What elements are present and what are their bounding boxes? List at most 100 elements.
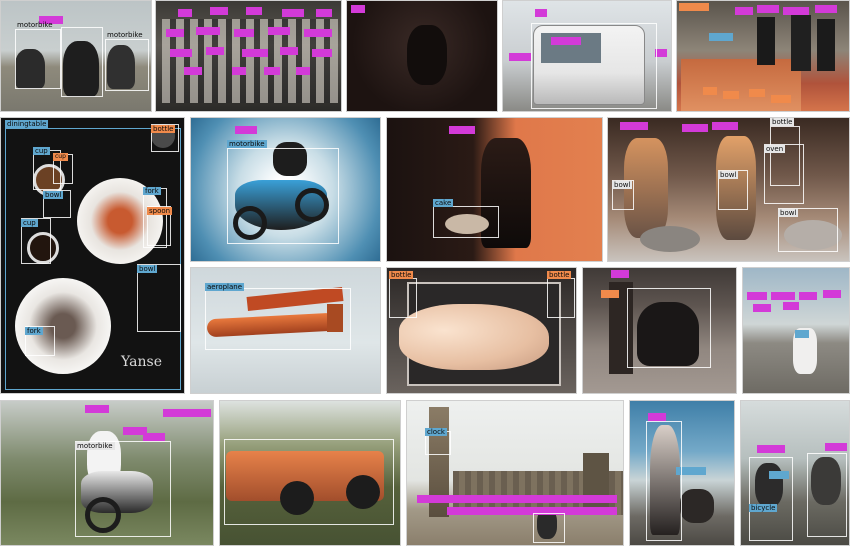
photo-tile-cyclists: bicycle: [740, 400, 850, 546]
cat-shape: [399, 304, 549, 370]
photo-tile-dark-room: [346, 0, 498, 112]
photo-tile-kitchen-group: bottle oven bowl bowl bowl: [607, 117, 850, 262]
detection-box: cake: [433, 199, 499, 238]
watermark-text: Yanse: [121, 354, 162, 370]
detection-label: bowl: [612, 181, 633, 189]
person-shape: [407, 25, 447, 85]
photo-tile-dining-table: diningtable bottle cup cup bowl cup fork…: [0, 117, 185, 394]
detection-box: cup: [33, 147, 61, 190]
detection-box: [646, 421, 682, 541]
detection-box: motorbike: [15, 21, 61, 89]
airplane-tail-shape: [327, 304, 343, 332]
photo-tile-big-ben: clock: [406, 400, 624, 546]
detection-box: [531, 23, 657, 109]
detection-box: oven: [764, 144, 804, 204]
detection-box: bicycle: [749, 457, 793, 541]
detection-box: fork: [143, 187, 167, 248]
detection-box: cup: [21, 218, 51, 264]
detection-label: bottle: [770, 118, 795, 126]
bowl-shape: [640, 226, 700, 252]
label-marker: [39, 16, 63, 24]
detection-box: bottle: [389, 271, 417, 318]
motorbike-shape: [63, 41, 99, 97]
wheel-shape: [85, 497, 121, 533]
detection-label: bowl: [43, 191, 64, 199]
photo-tile-dog-walker: [629, 400, 735, 546]
cyclist-shape: [537, 509, 557, 539]
detection-label: bowl: [718, 171, 739, 179]
detection-label: aeroplane: [205, 283, 245, 291]
photo-tile-market: [676, 0, 850, 112]
wheel-shape: [280, 481, 314, 515]
detection-label: spoon: [147, 207, 173, 215]
photo-tile-cat-laptop: bottle bottle: [386, 267, 577, 394]
photo-tile-street-motorbike: motorbike: [0, 400, 214, 546]
wheel-shape: [295, 188, 329, 222]
dog-shape: [680, 489, 714, 523]
wheel-shape: [346, 475, 380, 509]
detection-box: motorbike: [105, 31, 149, 91]
detection-label: fork: [143, 187, 161, 195]
photo-tile-class-photo: [155, 0, 342, 112]
detection-label: cup: [53, 153, 68, 161]
detection-box: fork: [25, 326, 55, 356]
detection-label: motorbike: [75, 442, 115, 450]
detection-box: bottle: [547, 271, 575, 318]
tower-shape: [583, 453, 609, 513]
photo-tile-bus: [502, 0, 672, 112]
motorbike-shape: [15, 49, 45, 89]
photo-tile-motorbikes-group: motorbike motorbike: [0, 0, 152, 112]
detection-box: aeroplane: [205, 283, 351, 350]
person-shape: [791, 15, 811, 71]
detection-label: motorbike: [227, 140, 267, 148]
detection-box: [533, 513, 565, 543]
detection-label: diningtable: [5, 120, 49, 128]
detection-box: motorbike: [75, 441, 171, 537]
detection-box: clock: [425, 428, 451, 455]
person-shape: [650, 425, 680, 535]
detection-box: bottle: [151, 124, 179, 152]
detection-box: cup: [53, 153, 73, 184]
photo-tile-poodle: [582, 267, 737, 394]
detection-label: cup: [21, 219, 38, 227]
detection-box: bowl: [137, 264, 181, 332]
detection-label: bottle: [547, 271, 572, 279]
dog-shape: [637, 302, 699, 366]
photo-tile-tractor: [219, 400, 401, 546]
rider-shape: [273, 142, 307, 176]
detection-label: bowl: [778, 209, 799, 217]
detection-label: fork: [25, 327, 43, 335]
detection-box: bowl: [43, 190, 71, 218]
detection-box: [224, 439, 394, 525]
detection-label: cake: [433, 199, 454, 207]
table-shape: [681, 59, 801, 111]
photo-tile-motocross-jump: motorbike: [190, 117, 381, 262]
photo-tile-tennis: [742, 267, 850, 394]
detection-box: [61, 27, 103, 97]
detection-box: bottle: [770, 118, 800, 186]
cup-shape: [27, 232, 59, 264]
detection-box: bowl: [718, 170, 748, 210]
detection-label: clock: [425, 428, 447, 436]
detection-label: oven: [764, 145, 786, 153]
detection-box: diningtable: [5, 120, 181, 390]
detection-label: bottle: [151, 125, 176, 133]
bowl-shape: [784, 220, 842, 250]
detection-box: motorbike: [227, 140, 339, 244]
person-shape: [757, 17, 775, 65]
detection-box: bowl: [778, 208, 838, 252]
person-shape: [817, 19, 835, 71]
cyclist-shape: [755, 463, 783, 507]
cake-shape: [445, 214, 489, 234]
motorbike-shape: [107, 45, 135, 89]
detection-label: bowl: [137, 265, 158, 273]
detection-box: bowl: [612, 180, 634, 210]
detection-label: motorbike: [17, 21, 53, 29]
detection-label: motorbike: [107, 31, 143, 39]
wheel-shape: [233, 206, 267, 240]
cyclist-shape: [811, 457, 841, 505]
detection-box: [627, 288, 711, 368]
person-shape: [481, 138, 531, 248]
detection-label: bicycle: [749, 504, 778, 512]
detection-box: [807, 453, 847, 537]
